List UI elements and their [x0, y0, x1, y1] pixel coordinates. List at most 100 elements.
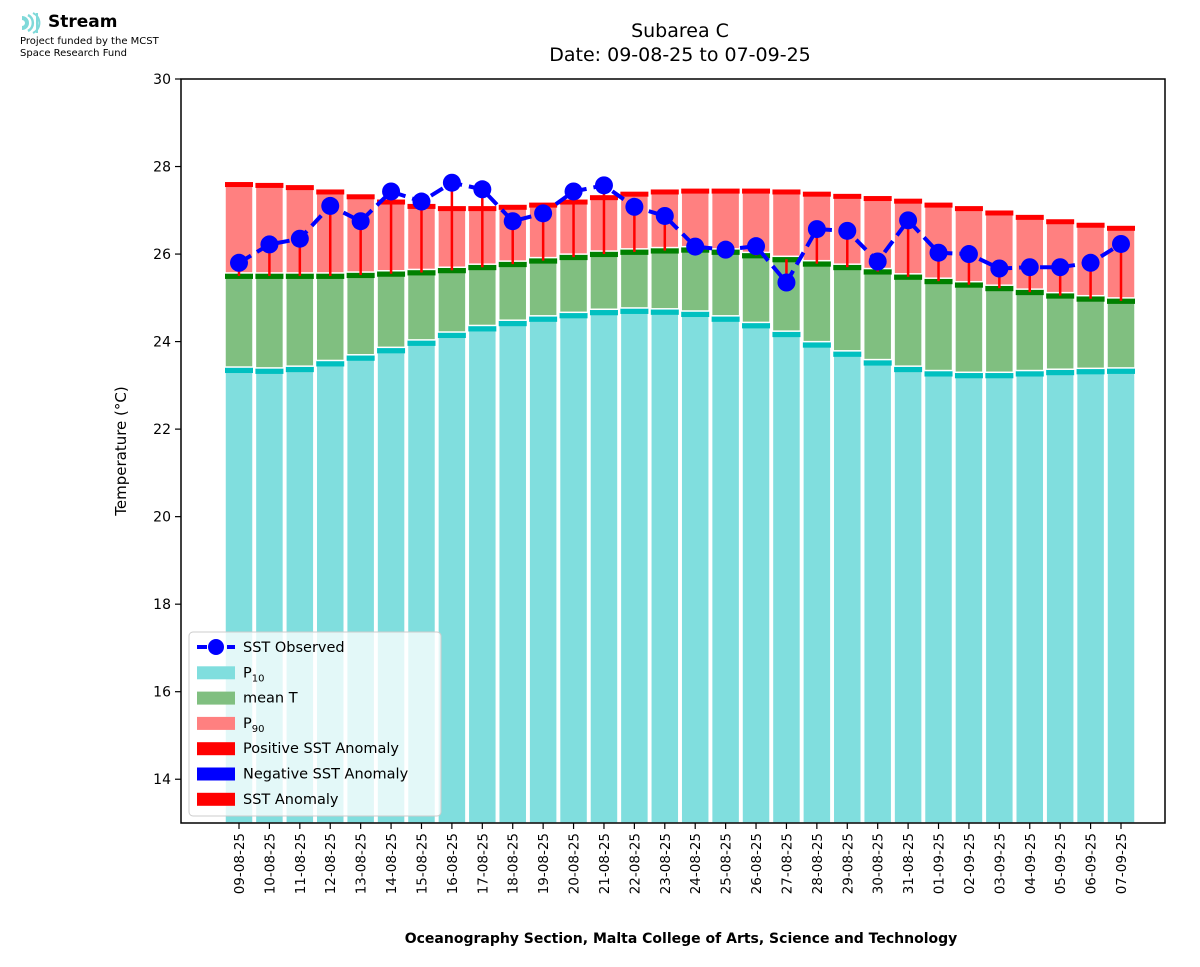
bar-p10-edge	[954, 372, 983, 379]
bar-p90-edge	[285, 185, 314, 191]
bar-p10	[1106, 370, 1136, 824]
bar-p10	[497, 322, 528, 824]
plot-frame	[180, 78, 1166, 824]
bar-p10-edge	[437, 332, 466, 339]
observed-point	[594, 176, 613, 195]
legend-swatch	[197, 767, 235, 781]
bar-p90-edge	[772, 189, 801, 195]
bar-p10	[832, 353, 863, 824]
legend-label: Negative SST Anomaly	[243, 767, 409, 783]
x-tick-label: 21-08-25	[597, 833, 613, 894]
bar-p10-edge	[255, 367, 284, 374]
observed-point	[868, 252, 887, 271]
legend-swatch	[197, 666, 235, 680]
bar-mean	[589, 253, 619, 311]
bar-p10	[802, 343, 832, 824]
x-tick-label: 28-08-25	[810, 833, 826, 894]
bar-p90-edge	[985, 210, 1014, 216]
bar-p10-edge	[225, 367, 253, 374]
legend-swatch	[197, 742, 235, 756]
bar-mean	[802, 262, 832, 343]
bar-p10-edge	[650, 308, 679, 315]
observed-point	[807, 220, 826, 239]
stream-waves-icon	[21, 12, 41, 34]
bar-mean	[345, 274, 376, 356]
bar-p10	[893, 368, 923, 824]
bar-mean	[710, 251, 741, 317]
bar-p90-edge	[346, 194, 375, 200]
legend-box	[188, 631, 442, 817]
observed-point	[1112, 234, 1130, 253]
bar-p90-edge	[225, 182, 253, 188]
bar-p90-edge	[620, 191, 649, 197]
bar-mean	[1015, 291, 1045, 372]
bar-mean	[224, 275, 254, 368]
y-tick-label: 14	[153, 772, 171, 788]
y-tick-label: 16	[153, 685, 171, 701]
x-tick-label: 31-08-25	[901, 833, 917, 894]
logo-subtitle-line2: Space Research Fund	[20, 48, 127, 59]
x-tick-label: 06-09-25	[1084, 833, 1100, 894]
bar-mean	[376, 273, 406, 349]
bar-mean	[497, 263, 528, 321]
bar-p10-edge	[559, 312, 588, 319]
x-tick-label: 04-09-25	[1023, 833, 1039, 894]
observed-point	[655, 206, 674, 225]
bar-p10-edge	[468, 325, 497, 332]
bar-mean	[832, 266, 863, 352]
y-tick-label: 18	[153, 597, 171, 613]
bar-p90-edge	[954, 206, 983, 212]
x-tick-label: 09-08-25	[232, 833, 248, 894]
observed-point	[321, 196, 340, 215]
x-tick-label: 07-09-25	[1114, 833, 1130, 894]
bar-mean	[680, 248, 710, 312]
x-tick-label: 10-08-25	[262, 833, 278, 894]
bar-p90-edge	[894, 198, 923, 204]
bar-mean	[467, 266, 498, 327]
observed-point	[899, 211, 918, 230]
bar-p10-edge	[772, 331, 801, 338]
x-tick-label: 02-09-25	[962, 833, 978, 894]
logo-subtitle: Project funded by the MCST Space Research…	[20, 36, 159, 60]
legend-label: mean T	[243, 691, 298, 707]
chart-subtitle: Date: 09-08-25 to 07-09-25	[549, 44, 811, 66]
observed-point	[351, 212, 370, 231]
x-tick-label: 13-08-25	[354, 833, 370, 894]
y-tick-label: 28	[153, 160, 171, 176]
bar-mean	[1075, 297, 1106, 370]
bar-p10	[437, 334, 467, 824]
bar-mean	[315, 275, 345, 362]
legend-swatch	[197, 792, 235, 806]
observed-point	[442, 173, 461, 192]
legend-swatch	[197, 691, 235, 705]
bar-p90-edge	[316, 189, 345, 195]
observed-point	[959, 245, 978, 264]
bar-p10-edge	[407, 339, 436, 346]
bar-p10	[619, 310, 650, 824]
y-axis-label: Temperature (°C)	[112, 386, 130, 516]
x-tick-label: 25-08-25	[719, 833, 735, 894]
bar-p10-edge	[742, 322, 771, 329]
observed-point	[1081, 253, 1100, 272]
observed-point	[777, 273, 796, 292]
bar-p10-edge	[1046, 369, 1075, 376]
x-tick-label: 18-08-25	[506, 833, 522, 894]
bar-p10-edge	[924, 370, 953, 377]
x-tick-label: 22-08-25	[627, 833, 643, 894]
observed-point	[260, 235, 279, 254]
bar-mean	[558, 256, 589, 314]
bar-p10-edge	[833, 350, 862, 357]
bar-p10	[467, 327, 498, 824]
x-tick-label: 23-08-25	[658, 833, 674, 894]
bar-p10-edge	[681, 311, 710, 318]
bar-mean	[923, 280, 954, 372]
bar-p10	[984, 374, 1015, 824]
x-tick-label: 30-08-25	[871, 833, 887, 894]
bar-p90-edge	[1076, 222, 1105, 228]
bar-p10	[1075, 370, 1106, 824]
observed-point	[503, 212, 522, 231]
bar-p10-edge	[589, 309, 618, 316]
bar-mean	[254, 275, 285, 369]
